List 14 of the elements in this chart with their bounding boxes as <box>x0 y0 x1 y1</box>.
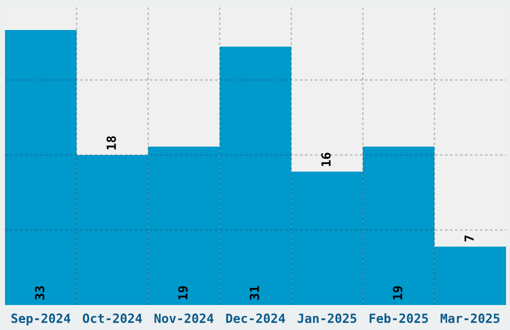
data-label: 18 <box>106 136 116 150</box>
x-tick-label: Dec-2024 <box>226 314 286 324</box>
data-label: 33 <box>34 286 44 300</box>
x-tick-label: Sep-2024 <box>11 314 70 326</box>
x-tick-label: Feb-2025 <box>370 313 428 324</box>
data-label: 19 <box>392 286 402 300</box>
x-tick-label: Jan-2025 <box>298 314 356 324</box>
x-tick-label: Nov-2024 <box>154 314 214 324</box>
data-label: 31 <box>250 286 260 300</box>
data-label: 7 <box>464 236 474 242</box>
x-tick-label: Mar-2025 <box>440 314 500 324</box>
data-label: 16 <box>321 152 331 166</box>
data-label: 19 <box>178 286 188 300</box>
x-tick-label: Oct-2024 <box>82 314 142 324</box>
